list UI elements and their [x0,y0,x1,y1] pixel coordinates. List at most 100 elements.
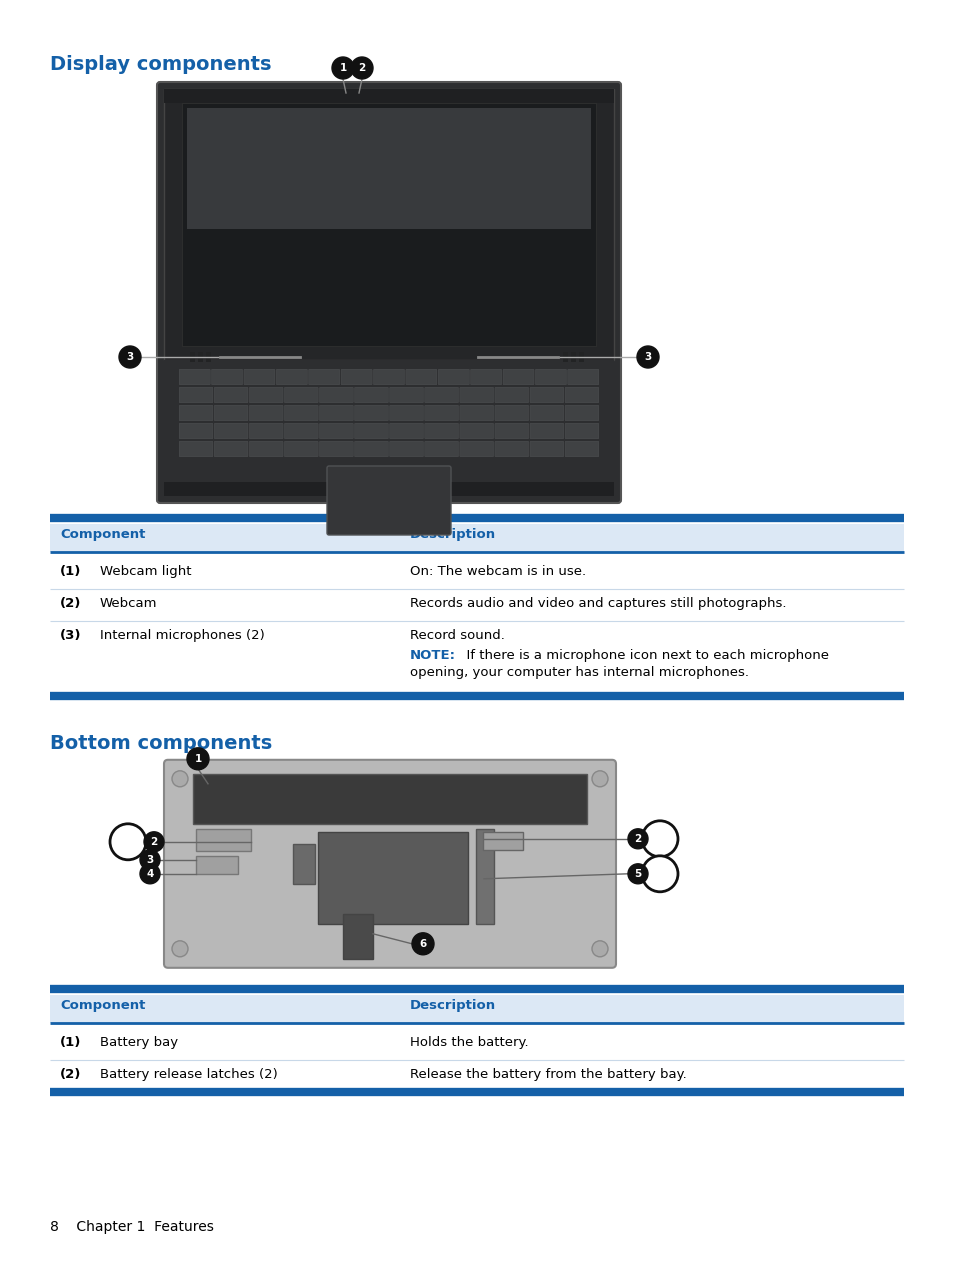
Bar [50,994,903,1022]
FancyBboxPatch shape [319,405,353,420]
FancyBboxPatch shape [214,423,248,439]
FancyBboxPatch shape [284,441,317,457]
Text: Battery bay: Battery bay [100,1036,178,1049]
Bar [206,352,211,362]
Bar [562,352,567,362]
FancyBboxPatch shape [355,423,388,439]
FancyBboxPatch shape [564,405,598,420]
FancyBboxPatch shape [564,441,598,457]
FancyBboxPatch shape [459,405,493,420]
FancyBboxPatch shape [495,423,528,439]
Bar [164,359,614,500]
Text: Webcam light: Webcam light [100,565,192,578]
FancyBboxPatch shape [564,423,598,439]
Circle shape [637,345,659,368]
Bar [193,773,586,824]
Text: Bottom components: Bottom components [50,734,272,753]
Bar [195,856,237,874]
FancyBboxPatch shape [157,83,620,503]
FancyBboxPatch shape [249,441,283,457]
FancyBboxPatch shape [495,387,528,403]
Text: Release the battery from the battery bay.: Release the battery from the battery bay… [410,1068,686,1081]
FancyBboxPatch shape [341,370,372,385]
Text: (2): (2) [60,1068,81,1081]
Circle shape [592,941,607,956]
Circle shape [332,57,354,79]
Text: 2: 2 [358,64,365,72]
FancyBboxPatch shape [249,405,283,420]
Circle shape [641,820,678,857]
FancyBboxPatch shape [564,387,598,403]
Bar [190,352,194,362]
Bar [293,843,314,884]
Text: .........: ......... [376,794,403,804]
Text: If there is a microphone icon next to each microphone: If there is a microphone icon next to ea… [457,649,828,662]
FancyBboxPatch shape [389,405,423,420]
FancyBboxPatch shape [470,370,501,385]
Bar [343,914,373,959]
Circle shape [351,57,373,79]
FancyBboxPatch shape [530,405,563,420]
Circle shape [119,345,141,368]
FancyBboxPatch shape [276,370,307,385]
FancyBboxPatch shape [164,759,616,968]
Text: 2: 2 [151,837,157,847]
Text: Battery release latches (2): Battery release latches (2) [100,1068,277,1081]
Bar [164,89,614,103]
FancyBboxPatch shape [327,466,451,535]
Text: Webcam: Webcam [100,597,157,610]
Text: 1: 1 [339,64,346,72]
FancyBboxPatch shape [495,441,528,457]
Bar [482,832,522,850]
Text: (1): (1) [60,1036,81,1049]
FancyBboxPatch shape [284,387,317,403]
FancyBboxPatch shape [459,423,493,439]
FancyBboxPatch shape [212,370,242,385]
Text: 6: 6 [419,939,426,949]
FancyBboxPatch shape [424,387,458,403]
FancyBboxPatch shape [530,387,563,403]
Text: Records audio and video and captures still photographs.: Records audio and video and captures sti… [410,597,785,610]
Text: Component: Component [60,528,145,541]
FancyBboxPatch shape [459,387,493,403]
FancyBboxPatch shape [284,423,317,439]
Circle shape [172,941,188,956]
Bar [50,525,903,552]
FancyBboxPatch shape [214,441,248,457]
Text: 4: 4 [146,869,153,879]
Bar [578,352,583,362]
FancyBboxPatch shape [389,423,423,439]
Text: Holds the battery.: Holds the battery. [410,1036,528,1049]
Text: Record sound.: Record sound. [410,629,504,641]
FancyBboxPatch shape [424,441,458,457]
Bar [198,352,203,362]
Text: opening, your computer has internal microphones.: opening, your computer has internal micr… [410,665,748,678]
FancyBboxPatch shape [249,423,283,439]
FancyBboxPatch shape [530,441,563,457]
Text: NOTE:: NOTE: [410,649,456,662]
Circle shape [412,932,434,955]
Text: 3: 3 [146,855,153,865]
Circle shape [187,748,209,770]
Circle shape [140,864,160,884]
Bar [317,832,468,923]
Circle shape [641,856,678,892]
FancyBboxPatch shape [530,423,563,439]
FancyBboxPatch shape [179,423,213,439]
Bar [187,108,590,229]
FancyBboxPatch shape [374,370,404,385]
Text: (2): (2) [60,597,81,610]
Text: Description: Description [410,998,496,1012]
FancyBboxPatch shape [424,405,458,420]
Text: ≡: ≡ [653,865,666,883]
Circle shape [110,824,146,860]
FancyBboxPatch shape [567,370,598,385]
Bar [182,103,596,345]
FancyBboxPatch shape [284,405,317,420]
Text: (3): (3) [60,629,81,641]
FancyBboxPatch shape [437,370,469,385]
Text: 3: 3 [126,352,133,362]
FancyBboxPatch shape [179,387,213,403]
Circle shape [592,771,607,787]
FancyBboxPatch shape [459,441,493,457]
